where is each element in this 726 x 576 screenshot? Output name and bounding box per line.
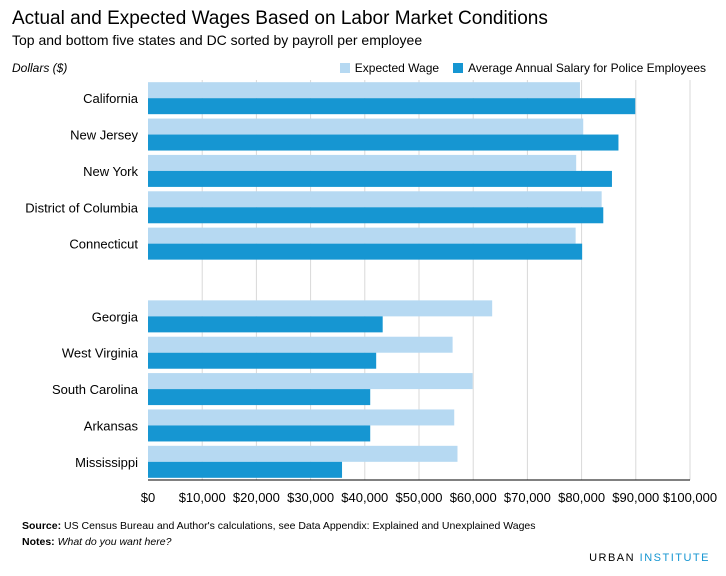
source-label: Source:	[22, 520, 62, 532]
x-tick-label: $70,000	[504, 490, 551, 505]
legend-item-actual: Average Annual Salary for Police Employe…	[453, 61, 706, 75]
x-tick-label: $90,000	[612, 490, 659, 505]
bar-actual	[148, 425, 371, 442]
legend: Expected Wage Average Annual Salary for …	[326, 61, 706, 75]
bar-expected	[148, 118, 584, 135]
x-tick-label: $100,000	[663, 490, 717, 505]
category-label: South Carolina	[52, 382, 139, 397]
bar-expected	[148, 409, 455, 426]
bar-expected	[148, 336, 453, 353]
bar-expected	[148, 154, 577, 171]
x-tick-label: $20,000	[233, 490, 280, 505]
x-tick-label: $60,000	[450, 490, 497, 505]
chart-title: Actual and Expected Wages Based on Labor…	[12, 8, 548, 29]
bar-expected	[148, 445, 458, 462]
notes-label: Notes:	[22, 536, 55, 548]
legend-swatch-expected	[339, 63, 350, 73]
unit-label: Dollars ($)	[12, 61, 68, 75]
legend-label-expected: Expected Wage	[354, 61, 440, 75]
notes-text: What do you want here?	[57, 536, 172, 548]
urban-institute-logo: URBAN INSTITUTE	[589, 552, 710, 564]
category-label: New York	[83, 164, 138, 179]
x-tick-label: $40,000	[341, 490, 388, 505]
bar-actual	[148, 207, 604, 224]
chart-subtitle: Top and bottom five states and DC sorted…	[12, 32, 423, 48]
legend-swatch-actual	[453, 63, 464, 73]
bar-expected	[148, 227, 576, 244]
source-note: Source: US Census Bureau and Author's ca…	[22, 520, 536, 532]
category-label: West Virginia	[62, 346, 139, 361]
legend-item-expected: Expected Wage	[339, 61, 440, 75]
bar-actual	[148, 389, 371, 406]
brand-light: INSTITUTE	[639, 552, 710, 564]
bar-expected	[148, 300, 493, 317]
x-tick-label: $50,000	[396, 490, 443, 505]
bar-actual	[148, 98, 636, 115]
category-label: Connecticut	[69, 237, 138, 252]
legend-label-actual: Average Annual Salary for Police Employe…	[468, 61, 706, 75]
bar-actual	[148, 461, 343, 478]
category-label: California	[83, 91, 139, 106]
category-label: New Jersey	[70, 128, 138, 143]
category-label: Georgia	[92, 309, 139, 324]
source-text: US Census Bureau and Author's calculatio…	[64, 520, 536, 532]
bar-actual	[148, 170, 612, 187]
bar-actual	[148, 352, 377, 369]
category-label: District of Columbia	[25, 200, 138, 215]
bar-expected	[148, 82, 580, 99]
bar-actual	[148, 243, 583, 260]
x-tick-label: $10,000	[179, 490, 226, 505]
brand-main: URBAN	[589, 552, 636, 564]
x-tick-label: $80,000	[558, 490, 605, 505]
x-tick-label: $30,000	[287, 490, 334, 505]
bar-actual	[148, 134, 619, 151]
bar-expected	[148, 191, 602, 208]
bar-expected	[148, 373, 473, 390]
bar-chart: California New Jersey New York District of …	[25, 80, 717, 505]
category-label: Arkansas	[84, 418, 139, 433]
notes: Notes: What do you want here?	[22, 536, 171, 548]
category-label: Mississippi	[75, 455, 138, 470]
x-tick-label: $0	[141, 490, 155, 505]
bar-actual	[148, 316, 383, 333]
